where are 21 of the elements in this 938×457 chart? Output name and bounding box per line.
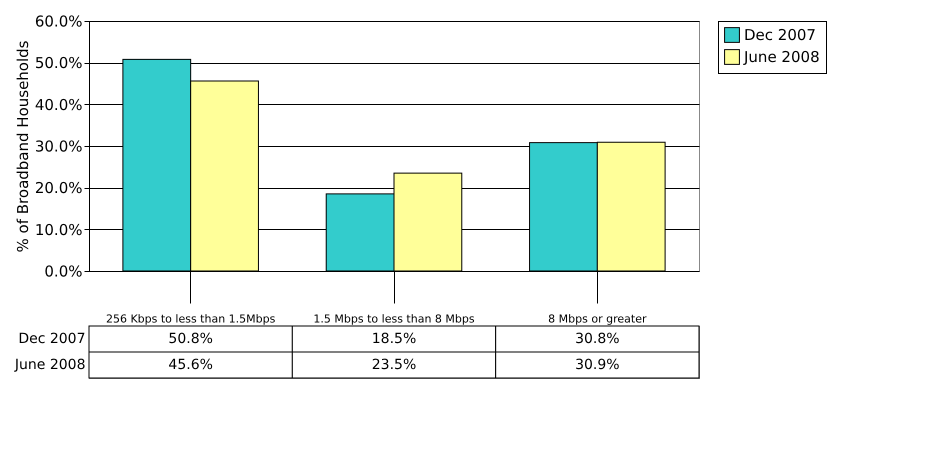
- y-tick-label: 30.0%: [34, 138, 82, 156]
- data-label: 23.5%: [372, 357, 416, 373]
- x-tick-label: 1.5 Mbps to less than 8 Mbps: [313, 312, 475, 326]
- data-label: 18.5%: [372, 331, 416, 347]
- y-tick-label: 40.0%: [34, 96, 82, 114]
- data-label: 30.9%: [575, 357, 620, 373]
- y-tick-label: 0.0%: [44, 262, 82, 280]
- y-tick-label: 20.0%: [34, 179, 82, 198]
- data-label: 45.6%: [168, 357, 213, 373]
- x-tick-label: 8 Mbps or greater: [548, 312, 647, 326]
- y-tick-label: 60.0%: [34, 12, 82, 30]
- data-label: 50.8%: [168, 331, 213, 347]
- y-axis-title: % of Broadband Households: [14, 40, 32, 252]
- legend-label: Dec 2007: [744, 26, 816, 44]
- data-label: 30.8%: [575, 331, 620, 347]
- legend-label: June 2008: [743, 48, 820, 66]
- text: June 2008: [14, 357, 86, 373]
- y-tick-label: 50.0%: [34, 54, 82, 72]
- y-tick-label: 10.0%: [34, 220, 82, 239]
- x-tick-label: 256 Kbps to less than 1.5Mbps: [106, 312, 276, 326]
- text: Dec 2007: [18, 331, 86, 347]
